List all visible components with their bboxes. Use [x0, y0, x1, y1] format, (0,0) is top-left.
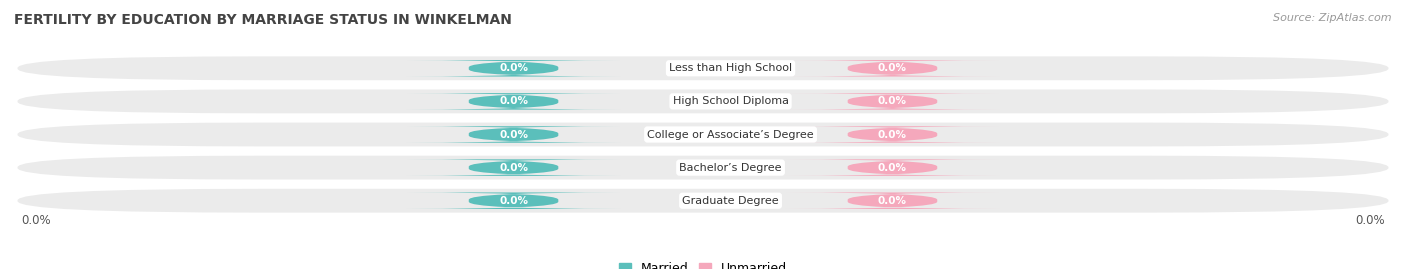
- FancyBboxPatch shape: [17, 56, 1389, 80]
- Text: 0.0%: 0.0%: [877, 129, 907, 140]
- Text: 0.0%: 0.0%: [877, 63, 907, 73]
- FancyBboxPatch shape: [406, 60, 620, 77]
- Text: 0.0%: 0.0%: [877, 162, 907, 173]
- Text: 0.0%: 0.0%: [877, 196, 907, 206]
- FancyBboxPatch shape: [17, 90, 1389, 113]
- Legend: Married, Unmarried: Married, Unmarried: [613, 257, 793, 269]
- Text: College or Associate’s Degree: College or Associate’s Degree: [647, 129, 814, 140]
- Text: 0.0%: 0.0%: [499, 63, 529, 73]
- Text: Less than High School: Less than High School: [669, 63, 792, 73]
- FancyBboxPatch shape: [17, 123, 1389, 146]
- FancyBboxPatch shape: [17, 156, 1389, 179]
- FancyBboxPatch shape: [406, 93, 620, 110]
- Text: High School Diploma: High School Diploma: [672, 96, 789, 107]
- Text: Source: ZipAtlas.com: Source: ZipAtlas.com: [1274, 13, 1392, 23]
- FancyBboxPatch shape: [406, 159, 620, 176]
- FancyBboxPatch shape: [786, 60, 1000, 77]
- FancyBboxPatch shape: [406, 126, 620, 143]
- Text: 0.0%: 0.0%: [499, 162, 529, 173]
- Text: Bachelor’s Degree: Bachelor’s Degree: [679, 162, 782, 173]
- Text: 0.0%: 0.0%: [877, 96, 907, 107]
- Text: 0.0%: 0.0%: [499, 96, 529, 107]
- FancyBboxPatch shape: [406, 192, 620, 209]
- Text: Graduate Degree: Graduate Degree: [682, 196, 779, 206]
- Text: 0.0%: 0.0%: [21, 214, 51, 227]
- FancyBboxPatch shape: [786, 192, 1000, 209]
- FancyBboxPatch shape: [17, 189, 1389, 213]
- Text: 0.0%: 0.0%: [499, 196, 529, 206]
- FancyBboxPatch shape: [786, 93, 1000, 110]
- Text: 0.0%: 0.0%: [499, 129, 529, 140]
- FancyBboxPatch shape: [786, 159, 1000, 176]
- FancyBboxPatch shape: [786, 126, 1000, 143]
- Text: 0.0%: 0.0%: [1355, 214, 1385, 227]
- Text: FERTILITY BY EDUCATION BY MARRIAGE STATUS IN WINKELMAN: FERTILITY BY EDUCATION BY MARRIAGE STATU…: [14, 13, 512, 27]
